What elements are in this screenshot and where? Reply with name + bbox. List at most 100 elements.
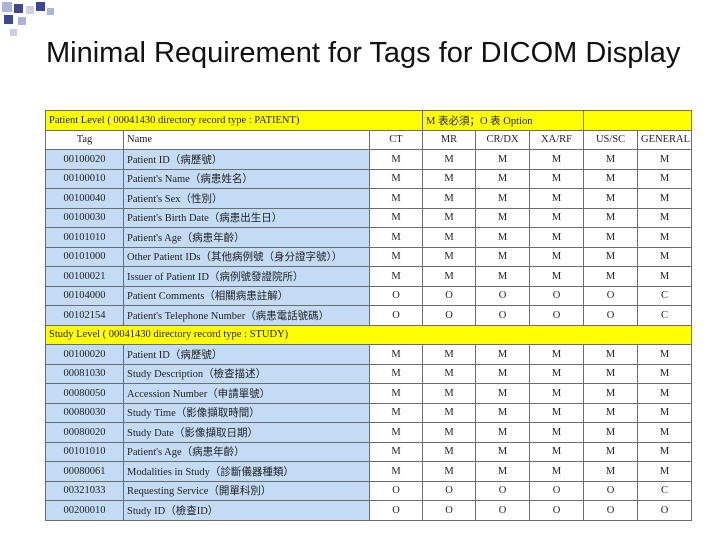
table-row: 00080050 Accession Number（申請單號） M M M M M M <box>45 383 693 404</box>
requirement-cell: M <box>583 402 639 423</box>
requirement-cell: M <box>422 422 476 443</box>
requirement-cell: M <box>475 207 530 228</box>
dicom-tag-table-wrapper: Patient Level ( 00041430 directory recor… <box>44 110 693 521</box>
name-cell: Patient ID（病歷號） <box>123 344 370 365</box>
name-cell: Study Date（影像擷取日期） <box>123 422 370 443</box>
requirement-cell: M <box>422 149 476 170</box>
requirement-cell: O <box>528 500 585 521</box>
table-row: 00200010 Study ID（檢查ID） O O O O O O <box>45 500 693 521</box>
requirement-cell: M <box>528 168 585 189</box>
tag-cell: 00100010 <box>45 168 124 189</box>
requirement-cell: M <box>528 246 585 267</box>
requirement-cell: O <box>422 285 476 306</box>
patient_level-label: Patient Level ( 00041430 directory recor… <box>45 110 423 131</box>
requirement-cell: M <box>637 363 693 384</box>
requirement-cell: M <box>475 383 530 404</box>
requirement-cell: M <box>583 149 639 170</box>
table-row: 00100040 Patient's Sex（性別） M M M M M M <box>45 188 693 209</box>
name-cell: Patient's Sex（性別） <box>123 188 370 209</box>
table-row: 00101010 Patient's Age（病患年齡） M M M M M M <box>45 441 693 462</box>
requirement-cell: M <box>637 441 693 462</box>
requirement-cell: M <box>528 402 585 423</box>
requirement-cell: M <box>422 461 476 482</box>
table-row: 00080020 Study Date（影像擷取日期） M M M M M M <box>45 422 693 443</box>
requirement-cell: M <box>422 207 476 228</box>
requirement-cell: M <box>528 344 585 365</box>
tag-cell: 00102154 <box>45 305 124 326</box>
tag-cell: 00321033 <box>45 480 124 501</box>
requirement-cell: M <box>422 266 476 287</box>
requirement-cell: M <box>637 422 693 443</box>
requirement-cell: M <box>637 168 693 189</box>
requirement-cell: M <box>422 168 476 189</box>
table-body: Patient Level ( 00041430 directory recor… <box>44 110 693 521</box>
requirement-cell: M <box>637 402 693 423</box>
name-cell: Requesting Service（開單科別） <box>123 480 370 501</box>
requirement-cell: M <box>583 207 639 228</box>
requirement-cell: M <box>369 246 423 267</box>
tag-cell: 00080050 <box>45 383 124 404</box>
name-cell: Patient's Age（病患年齡） <box>123 227 370 248</box>
name-cell: Other Patient IDs（其他病例號（身分證字號）） <box>123 246 370 267</box>
table-row: 00100030 Patient's Birth Date（病患出生日） M M M M M… <box>45 207 693 228</box>
patient_level-blank <box>583 110 693 131</box>
square-7 <box>10 29 17 36</box>
requirement-cell: M <box>583 266 639 287</box>
requirement-cell: M <box>369 227 423 248</box>
tag-cell: 00100030 <box>45 207 124 228</box>
requirement-cell: M <box>637 461 693 482</box>
square-1 <box>2 2 12 12</box>
name-cell: Study Time（影像擷取時間） <box>123 402 370 423</box>
requirement-cell: M <box>475 188 530 209</box>
square-3 <box>26 6 34 14</box>
requirement-cell: M <box>475 344 530 365</box>
name-cell: Patient's Age（病患年齡） <box>123 441 370 462</box>
requirement-cell: M <box>637 149 693 170</box>
requirement-cell: M <box>528 188 585 209</box>
requirement-cell: M <box>583 168 639 189</box>
requirement-cell: O <box>422 305 476 326</box>
requirement-cell: M <box>528 227 585 248</box>
tag-cell: 00101000 <box>45 246 124 267</box>
column-header-mr: MR <box>422 129 476 150</box>
column-header-crdx: CR/DX <box>475 129 530 150</box>
column-header-name: Name <box>123 129 370 150</box>
patient_level-header-row: Patient Level ( 00041430 directory recor… <box>45 110 693 131</box>
requirement-cell: M <box>369 207 423 228</box>
requirement-cell: M <box>369 344 423 365</box>
requirement-cell: O <box>475 285 530 306</box>
slide-title: Minimal Requirement for Tags for DICOM D… <box>46 37 681 69</box>
table-row: 00100021 Issuer of Patient ID（病例號發證院所） M M M… <box>45 266 693 287</box>
tag-cell: 00100040 <box>45 188 124 209</box>
requirement-cell: O <box>583 305 639 326</box>
name-cell: Study Description（檢查描述） <box>123 363 370 384</box>
requirement-cell: O <box>422 500 476 521</box>
tag-cell: 00080061 <box>45 461 124 482</box>
requirement-cell: M <box>369 363 423 384</box>
requirement-cell: O <box>583 480 639 501</box>
requirement-cell: O <box>583 500 639 521</box>
requirement-cell: M <box>369 422 423 443</box>
requirement-cell: M <box>528 207 585 228</box>
requirement-cell: M <box>528 441 585 462</box>
tag-cell: 00200010 <box>45 500 124 521</box>
table-row: 00100020 Patient ID（病歷號） M M M M M M <box>45 344 693 365</box>
requirement-cell: M <box>475 402 530 423</box>
requirement-cell: O <box>528 285 585 306</box>
requirement-cell: M <box>528 461 585 482</box>
column-header-ussc: US/SC <box>583 129 639 150</box>
requirement-cell: M <box>475 149 530 170</box>
table-row: 00100010 Patient's Name（病患姓名） M M M M M M <box>45 168 693 189</box>
requirement-cell: M <box>583 188 639 209</box>
requirement-cell: O <box>475 500 530 521</box>
requirement-cell: M <box>583 344 639 365</box>
requirement-cell: M <box>583 227 639 248</box>
decorative-squares <box>0 0 60 40</box>
study_level-label: Study Level ( 00041430 directory record … <box>44 324 693 345</box>
requirement-cell: O <box>528 480 585 501</box>
table-row: 00081030 Study Description（檢查描述） M M M M M M <box>45 363 693 384</box>
table-row: 00080061 Modalities in Study（診斷儀器種類） M M M M M… <box>45 461 693 482</box>
square-4 <box>36 2 45 11</box>
table-row: 00080030 Study Time（影像擷取時間） M M M M M M <box>45 402 693 423</box>
requirement-cell: M <box>422 402 476 423</box>
